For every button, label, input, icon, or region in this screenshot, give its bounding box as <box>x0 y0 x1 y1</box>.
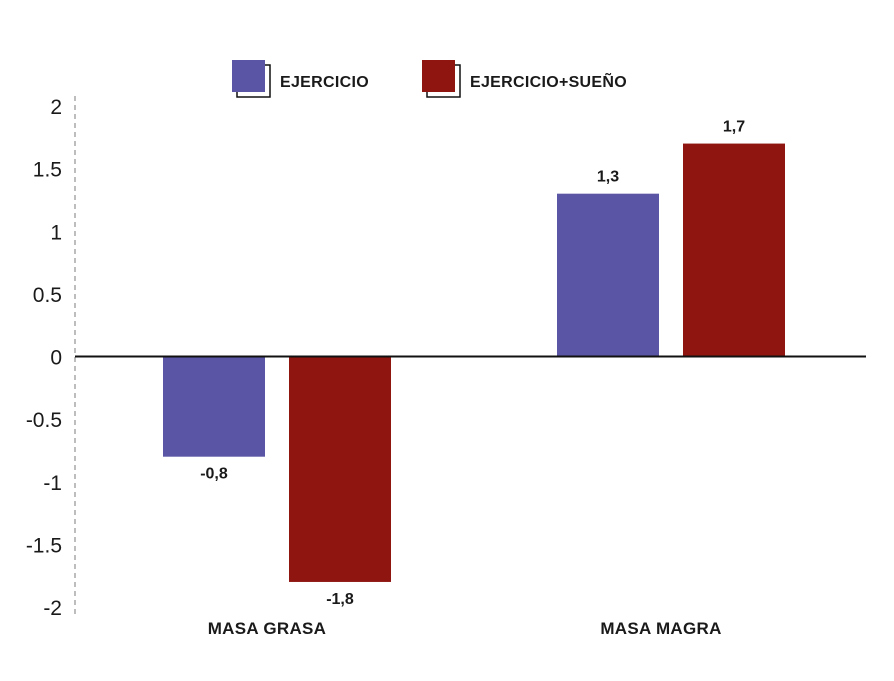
y-tick-label: 0 <box>50 347 62 370</box>
y-tick-label: -1 <box>43 472 62 495</box>
bar-ejercicio-sueno-0 <box>289 356 391 582</box>
y-tick-label: 1 <box>50 221 62 244</box>
category-label: MASA MAGRA <box>600 619 721 638</box>
data-label: 1,3 <box>597 169 619 186</box>
legend-swatch <box>232 60 265 92</box>
data-label: 1,7 <box>723 119 745 136</box>
data-label: -0,8 <box>200 466 228 483</box>
y-tick-label: -1.5 <box>26 534 62 557</box>
bar-ejercicio-sueno-1 <box>683 143 785 357</box>
category-label: MASA GRASA <box>208 619 327 638</box>
y-tick-label: 1.5 <box>33 159 62 182</box>
data-label: -1,8 <box>326 591 354 608</box>
legend-label: EJERCICIO <box>280 74 369 91</box>
y-tick-label: 0.5 <box>33 284 62 307</box>
y-tick-label: -0.5 <box>26 409 62 432</box>
bar-ejercicio-0 <box>163 356 265 457</box>
legend-label: EJERCICIO+SUEÑO <box>470 71 627 91</box>
y-tick-label: -2 <box>43 597 62 620</box>
y-tick-label: 2 <box>50 96 62 119</box>
legend-swatch <box>422 60 455 92</box>
bar-ejercicio-1 <box>557 193 659 357</box>
